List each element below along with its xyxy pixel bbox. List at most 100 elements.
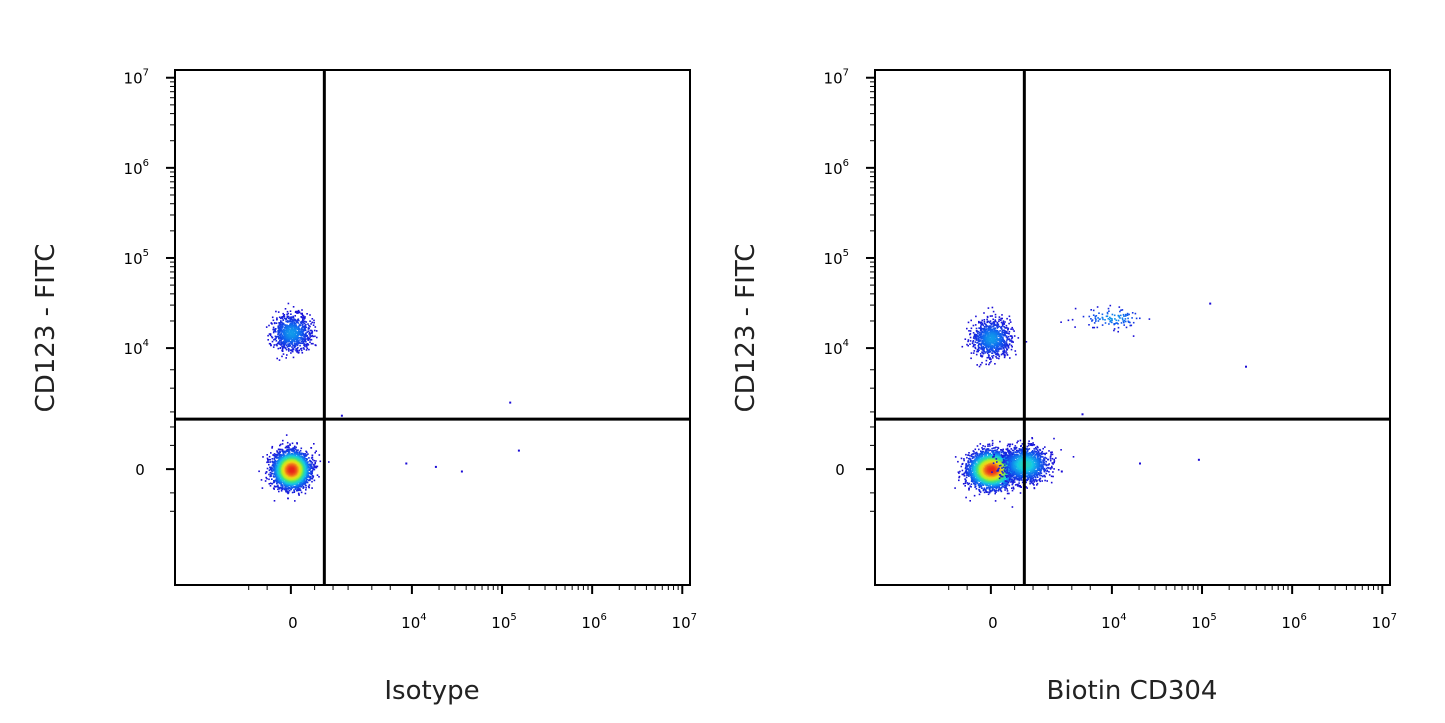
event-dot xyxy=(299,342,302,345)
event-dot xyxy=(304,336,306,339)
event-dot xyxy=(299,489,302,492)
event-dot xyxy=(305,481,307,484)
event-dot xyxy=(275,476,278,478)
event-dot xyxy=(269,468,272,471)
plot-frame xyxy=(174,69,691,586)
y-tick-label: 0 xyxy=(135,461,145,479)
event-dot xyxy=(278,490,280,493)
event-dot xyxy=(294,454,297,457)
event-dot xyxy=(292,315,294,318)
event-dot xyxy=(314,344,317,346)
event-dot xyxy=(311,466,313,468)
event-dot xyxy=(280,328,283,331)
event-dot xyxy=(285,320,287,323)
event-dot xyxy=(1011,489,1014,492)
event-dot xyxy=(312,324,315,326)
event-dot xyxy=(277,486,280,488)
event-dot xyxy=(280,320,282,322)
event-dot xyxy=(301,328,304,331)
event-dot xyxy=(293,328,296,330)
event-dot xyxy=(980,453,982,456)
event-dot xyxy=(284,332,287,335)
event-dot xyxy=(294,330,296,333)
event-dot xyxy=(994,449,997,452)
event-dot xyxy=(962,483,965,485)
event-dot xyxy=(301,342,303,344)
event-dot xyxy=(967,460,969,462)
event-dot xyxy=(1004,482,1006,484)
event-dot xyxy=(965,463,968,465)
event-dot xyxy=(967,468,970,470)
event-dot xyxy=(266,454,268,456)
event-dot xyxy=(280,332,282,334)
chart-panel-biotin-cd304: CD123 - FITC Biotin CD304 0 104 105 106 1070… xyxy=(731,68,1397,706)
event-dot xyxy=(295,476,297,479)
event-dot xyxy=(983,491,986,494)
event-dot xyxy=(292,323,294,326)
event-dot xyxy=(293,340,295,343)
event-dot xyxy=(290,449,293,451)
event-dot xyxy=(295,312,298,314)
event-dot xyxy=(1007,479,1010,481)
dot-layer xyxy=(258,302,520,502)
event-dot xyxy=(276,451,279,453)
event-dot xyxy=(981,450,984,453)
event-dot xyxy=(302,340,305,343)
event-dot xyxy=(283,346,286,348)
event-dot xyxy=(305,321,308,323)
event-dot xyxy=(284,327,286,329)
event-dot xyxy=(280,482,282,484)
event-dot xyxy=(300,328,303,331)
event-dot xyxy=(276,318,278,321)
event-dot xyxy=(277,457,279,459)
event-dot xyxy=(300,338,303,340)
event-dot xyxy=(974,455,977,457)
event-dot xyxy=(1002,450,1005,453)
event-dot xyxy=(269,482,272,485)
event-dot xyxy=(268,478,270,481)
event-dot xyxy=(309,336,311,338)
event-dot xyxy=(277,347,280,350)
event-dot xyxy=(963,475,966,477)
event-dot xyxy=(269,333,272,335)
event-dot xyxy=(1004,487,1006,489)
event-dot xyxy=(303,318,306,320)
event-dot xyxy=(295,322,297,324)
event-dot xyxy=(258,470,260,473)
event-dot xyxy=(283,333,285,336)
event-dot xyxy=(294,485,297,488)
event-dot xyxy=(281,355,283,358)
event-dot xyxy=(287,317,290,320)
event-dot xyxy=(286,316,288,318)
event-dot xyxy=(967,483,969,486)
event-dot xyxy=(299,488,301,490)
event-dot xyxy=(275,461,277,463)
event-dot xyxy=(309,314,311,316)
event-dot xyxy=(306,347,309,350)
event-dot xyxy=(302,452,305,455)
event-dot xyxy=(285,489,288,491)
event-dot xyxy=(312,342,314,345)
event-dot xyxy=(268,483,271,485)
event-dot xyxy=(305,489,307,491)
event-dot xyxy=(309,465,312,467)
event-dot xyxy=(987,443,989,446)
event-dot xyxy=(311,477,314,480)
event-dot xyxy=(269,471,272,474)
event-dot xyxy=(288,331,290,334)
event-dot xyxy=(283,314,286,316)
event-dot xyxy=(314,326,317,328)
event-dot xyxy=(287,344,290,346)
event-dot xyxy=(299,459,302,461)
event-dot xyxy=(297,327,299,330)
event-dot xyxy=(314,451,316,454)
event-dot xyxy=(278,487,281,489)
event-dot xyxy=(269,461,272,463)
event-dot xyxy=(964,471,966,474)
event-dot xyxy=(293,491,296,493)
event-dot xyxy=(303,459,305,462)
event-dot xyxy=(294,333,296,335)
event-dot xyxy=(284,324,287,327)
event-dot xyxy=(269,343,272,345)
event-dot xyxy=(287,448,290,450)
